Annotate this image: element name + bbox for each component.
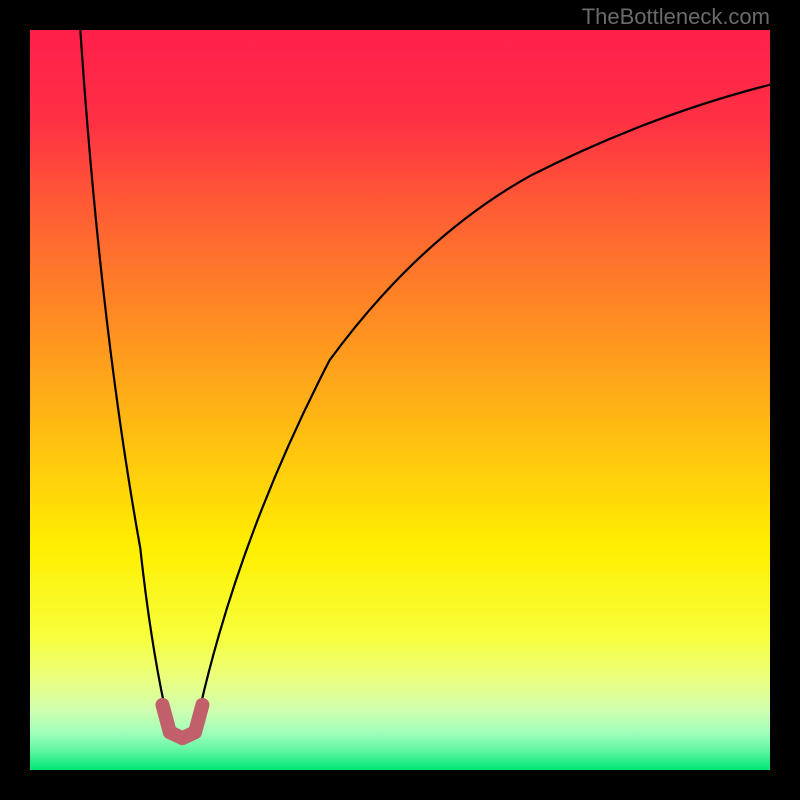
well-u-marker [162,705,202,738]
curve-left-branch [80,30,164,707]
watermark-text: TheBottleneck.com [582,4,770,30]
outer-frame: TheBottleneck.com [0,0,800,800]
curve-layer [30,30,770,770]
curve-right-branch [200,85,770,707]
plot-area [30,30,770,770]
